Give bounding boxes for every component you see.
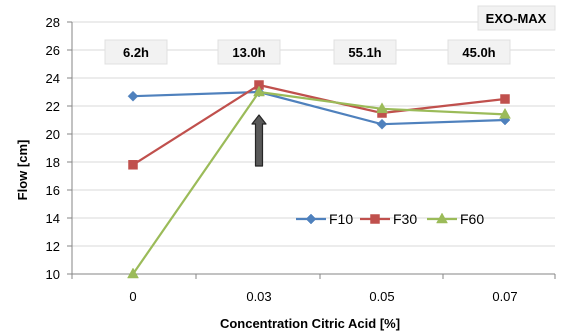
data-point-marker: [127, 90, 139, 102]
brand-label: EXO-MAX: [486, 11, 547, 26]
time-label-box: [333, 39, 397, 65]
x-tick-label: 0.03: [246, 289, 271, 304]
time-label: 45.0h: [462, 45, 495, 60]
y-tick-label: 10: [46, 267, 60, 282]
y-tick-label: 12: [46, 239, 60, 254]
arrow-annotation: [251, 114, 267, 167]
legend-label: F30: [393, 211, 417, 227]
data-point-marker: [370, 214, 380, 224]
x-tick-label: 0.07: [492, 289, 517, 304]
annotation-boxes: 6.2h 13.0h 55.1h 45.0h EXO-MAX: [104, 5, 556, 65]
data-point-marker: [376, 102, 388, 114]
y-tick-label: 20: [46, 127, 60, 142]
y-tick-label: 22: [46, 99, 60, 114]
data-point-marker: [305, 213, 317, 225]
time-label: 55.1h: [348, 45, 381, 60]
legend-item-f60: F60: [427, 211, 484, 227]
y-tick-label: 18: [46, 155, 60, 170]
legend-item-f10: F10: [296, 211, 353, 227]
series-layer: [127, 80, 511, 279]
series-line-f10: [132, 90, 506, 126]
data-point-marker: [499, 107, 511, 119]
legend-label: F10: [329, 211, 353, 227]
time-label: 6.2h: [123, 45, 149, 60]
series-f10: [127, 86, 511, 130]
data-point-marker: [253, 85, 265, 97]
time-label-box: [447, 39, 511, 65]
x-tick-label: 0.05: [369, 289, 394, 304]
series-f60: [127, 85, 511, 279]
x-tick-label: 0: [129, 289, 136, 304]
data-point-marker: [436, 212, 448, 224]
y-tick-label: 16: [46, 183, 60, 198]
time-label-box: [104, 39, 168, 65]
y-tick-label: 24: [46, 71, 60, 86]
y-tick-label: 14: [46, 211, 60, 226]
legend-item-f30: F30: [360, 211, 417, 227]
data-point-marker: [127, 267, 139, 279]
y-tick-label: 26: [46, 43, 60, 58]
tick-labels: 10 12 14 16 18 20 22 24 26 28 0 0.03 0.05 0.07: [46, 15, 518, 304]
data-point-marker: [500, 94, 510, 104]
brand-label-box: [477, 5, 556, 31]
data-point-marker: [376, 118, 388, 130]
series-line-f60: [132, 90, 506, 275]
axes: [67, 21, 556, 279]
series-line-f30: [132, 83, 506, 166]
time-label-box: [217, 39, 281, 65]
data-point-marker: [128, 160, 138, 170]
up-arrow-icon: [251, 114, 267, 167]
y-tick-label: 28: [46, 15, 60, 30]
y-axis-title: Flow [cm]: [15, 140, 30, 201]
legend-label: F60: [460, 211, 484, 227]
time-label: 13.0h: [232, 45, 265, 60]
legend: F10 F30 F60: [296, 211, 484, 227]
x-axis-title: Concentration Citric Acid [%]: [220, 316, 400, 331]
